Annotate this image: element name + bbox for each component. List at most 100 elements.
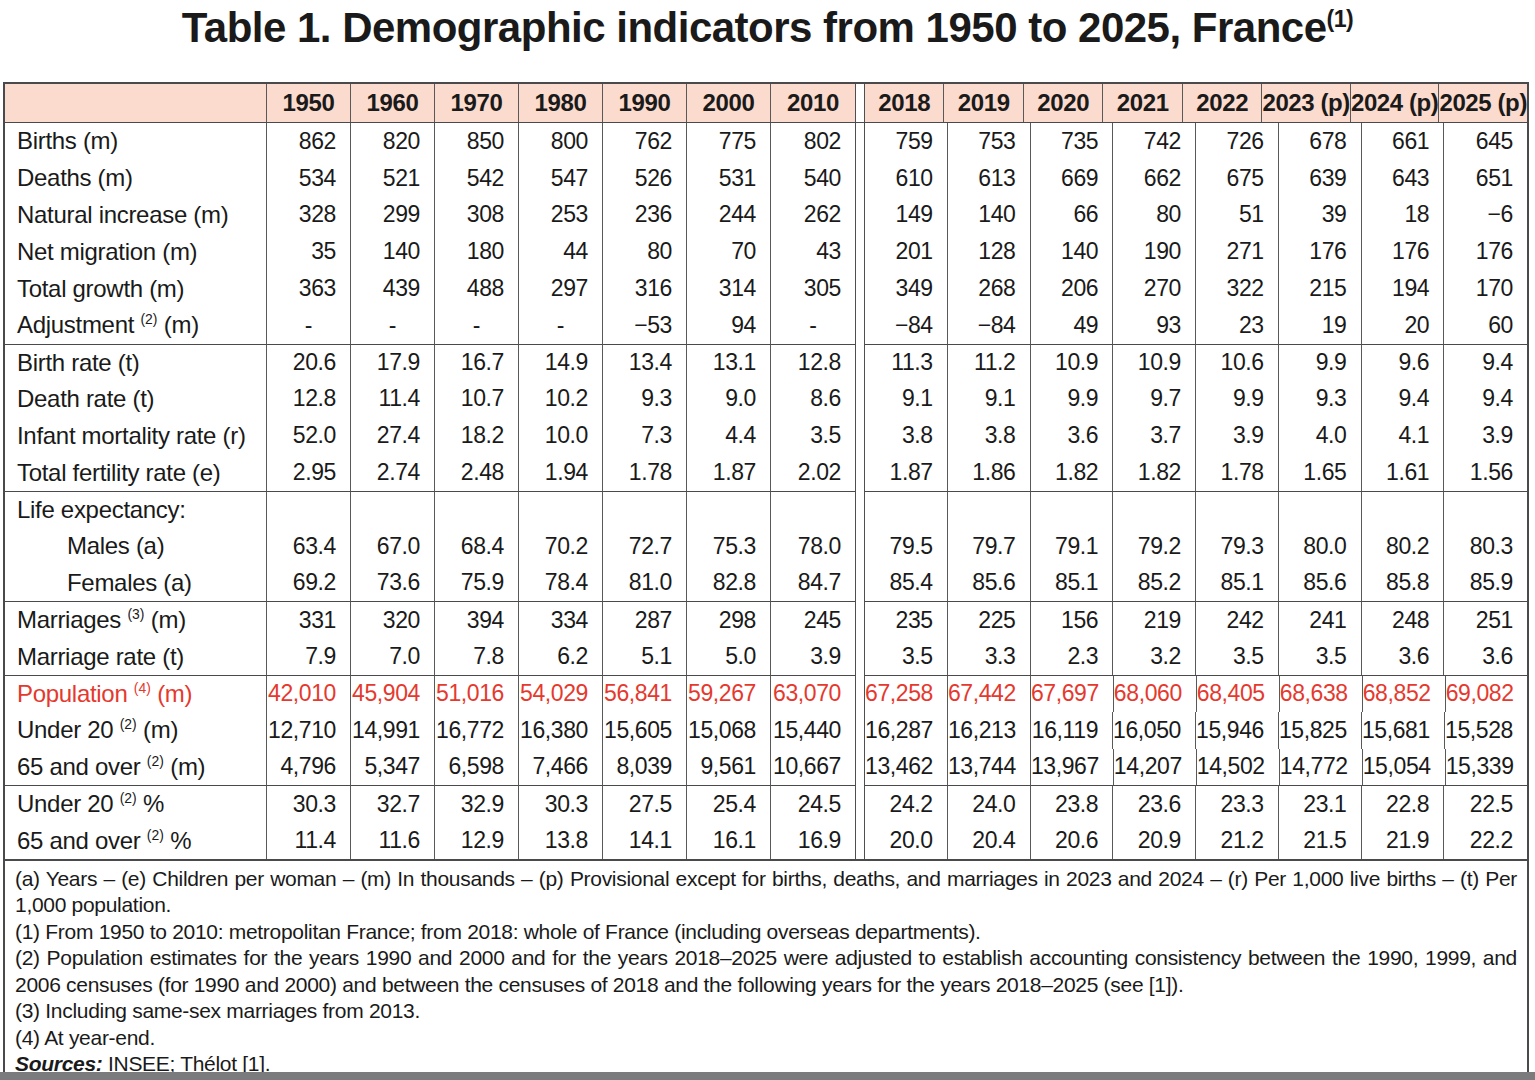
value-cell: 762 bbox=[603, 123, 687, 160]
value-cell: 44 bbox=[519, 233, 603, 270]
value-cell: 7,466 bbox=[519, 749, 603, 786]
value-cell: 13.4 bbox=[603, 344, 687, 381]
block-gap bbox=[855, 565, 865, 602]
value-cell: 3.6 bbox=[1031, 417, 1114, 454]
value-cell: 5.0 bbox=[687, 638, 771, 675]
table-row: Marriages (3) (m)33132039433428729824523… bbox=[5, 601, 1527, 638]
block-gap bbox=[855, 454, 865, 491]
value-cell: 9.1 bbox=[948, 381, 1031, 418]
value-cell: 85.2 bbox=[1113, 565, 1196, 602]
value-cell bbox=[948, 491, 1031, 528]
value-cell: 1.56 bbox=[1444, 454, 1527, 491]
value-cell: 334 bbox=[519, 601, 603, 638]
row-label-text: Marriage rate bbox=[17, 643, 156, 670]
row-label: Infant mortality rate (r) bbox=[5, 417, 267, 454]
row-label-unit: (m) bbox=[151, 680, 192, 707]
value-cell: 25.4 bbox=[687, 785, 771, 822]
table-row: Infant mortality rate (r)52.027.418.210.… bbox=[5, 417, 1527, 454]
page: Table 1. Demographic indicators from 195… bbox=[0, 0, 1535, 1080]
value-cell: 1.94 bbox=[519, 454, 603, 491]
block-gap bbox=[855, 344, 865, 381]
value-cell: 51,016 bbox=[435, 675, 519, 712]
value-cell bbox=[351, 491, 435, 528]
value-cell: 66 bbox=[1031, 197, 1114, 234]
value-cell: 32.9 bbox=[435, 785, 519, 822]
row-label-text: Marriages bbox=[17, 606, 127, 633]
column-header-2025p: 2025 (p) bbox=[1439, 84, 1527, 122]
value-cell: 753 bbox=[948, 123, 1031, 160]
row-label-text: 65 and over bbox=[17, 753, 147, 780]
value-cell: 726 bbox=[1196, 123, 1279, 160]
value-cell: 2.95 bbox=[267, 454, 351, 491]
value-cell: 93 bbox=[1113, 307, 1196, 344]
value-cell: 140 bbox=[948, 197, 1031, 234]
row-label-text: Total growth bbox=[17, 275, 143, 302]
value-cell: 3.8 bbox=[865, 417, 948, 454]
value-cell: 651 bbox=[1444, 160, 1527, 197]
value-cell: 1.86 bbox=[948, 454, 1031, 491]
value-cell: 1.87 bbox=[687, 454, 771, 491]
row-label-unit: (m) bbox=[137, 716, 178, 743]
row-label: Total fertility rate (e) bbox=[5, 454, 267, 491]
value-cell: 394 bbox=[435, 601, 519, 638]
block-gap bbox=[855, 233, 865, 270]
value-cell: 7.0 bbox=[351, 638, 435, 675]
row-label-text: Birth rate bbox=[17, 349, 111, 376]
value-cell: 80 bbox=[1113, 197, 1196, 234]
value-cell: 128 bbox=[948, 233, 1031, 270]
value-cell: 3.9 bbox=[1196, 417, 1279, 454]
value-cell: 4,796 bbox=[267, 749, 351, 786]
row-label-unit: (t) bbox=[111, 349, 139, 376]
value-cell: 10.0 bbox=[519, 417, 603, 454]
value-cell: 176 bbox=[1444, 233, 1527, 270]
column-header-2021: 2021 bbox=[1103, 84, 1182, 122]
block-gap bbox=[855, 528, 865, 565]
value-cell: 10,667 bbox=[771, 749, 855, 786]
value-cell: 14,502 bbox=[1197, 749, 1280, 786]
row-label-unit: (m) bbox=[77, 127, 118, 154]
value-cell: 75.9 bbox=[435, 565, 519, 602]
value-cell: 242 bbox=[1196, 601, 1279, 638]
value-cell: 1.87 bbox=[865, 454, 948, 491]
row-label-footnote-ref: (2) bbox=[147, 827, 164, 843]
value-cell: 140 bbox=[1031, 233, 1114, 270]
value-cell: 322 bbox=[1196, 270, 1279, 307]
value-cell: 10.6 bbox=[1196, 344, 1279, 381]
value-cell: 248 bbox=[1362, 601, 1445, 638]
value-cell: 23 bbox=[1196, 307, 1279, 344]
value-cell: 80 bbox=[603, 233, 687, 270]
value-cell: 253 bbox=[519, 197, 603, 234]
block-gap bbox=[855, 197, 865, 234]
column-header-1960: 1960 bbox=[351, 84, 435, 122]
value-cell: 4.1 bbox=[1362, 417, 1445, 454]
table-row: Deaths (m)534521542547526531540610613669… bbox=[5, 160, 1527, 197]
value-cell: 85.6 bbox=[948, 565, 1031, 602]
value-cell: 85.8 bbox=[1362, 565, 1445, 602]
value-cell: 85.9 bbox=[1444, 565, 1527, 602]
row-label-footnote-ref: (4) bbox=[134, 680, 151, 696]
value-cell: 2.48 bbox=[435, 454, 519, 491]
value-cell: - bbox=[351, 307, 435, 344]
value-cell: 194 bbox=[1362, 270, 1445, 307]
value-cell: 9.1 bbox=[865, 381, 948, 418]
table-title-text: Table 1. Demographic indicators from 195… bbox=[182, 4, 1327, 51]
value-cell: 68,405 bbox=[1197, 675, 1280, 712]
value-cell: 7.3 bbox=[603, 417, 687, 454]
block-gap bbox=[855, 675, 865, 712]
row-label-footnote-ref: (2) bbox=[120, 790, 137, 806]
value-cell: - bbox=[435, 307, 519, 344]
value-cell: 547 bbox=[519, 160, 603, 197]
value-cell: 328 bbox=[267, 197, 351, 234]
value-cell: 775 bbox=[687, 123, 771, 160]
value-cell: 299 bbox=[351, 197, 435, 234]
table-row: 65 and over (2) (m)4,7965,3476,5987,4668… bbox=[5, 749, 1527, 786]
value-cell: 526 bbox=[603, 160, 687, 197]
value-cell: 14,772 bbox=[1280, 749, 1363, 786]
value-cell: 23.8 bbox=[1031, 785, 1114, 822]
value-cell bbox=[865, 491, 948, 528]
value-cell: 80.0 bbox=[1279, 528, 1362, 565]
table-row: Life expectancy: bbox=[5, 491, 1527, 528]
value-cell: −53 bbox=[603, 307, 687, 344]
value-cell: 30.3 bbox=[267, 785, 351, 822]
column-header-2000: 2000 bbox=[687, 84, 771, 122]
